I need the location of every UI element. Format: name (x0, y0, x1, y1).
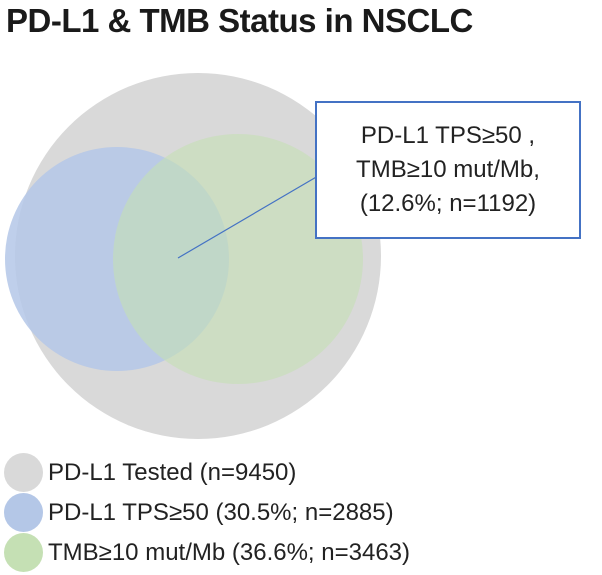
venn-diagram (5, 73, 381, 439)
legend-item-pdl1: PD-L1 TPS≥50 (30.5%; n=2885) (4, 493, 410, 532)
callout-leader-line (177, 175, 319, 259)
callout-line-3: (12.6%; n=1192) (359, 190, 537, 217)
legend-item-tmb: TMB≥10 mut/Mb (36.6%; n=3463) (4, 533, 410, 572)
venn-circle-tmb10 (113, 134, 363, 384)
legend-label-tmb: TMB≥10 mut/Mb (36.6%; n=3463) (48, 538, 411, 566)
chart-title: PD-L1 & TMB Status in NSCLC (6, 2, 473, 39)
legend-swatch-tested (4, 453, 43, 492)
callout-line-1: PD-L1 TPS≥50 , (360, 122, 536, 149)
legend-swatch-pdl1 (4, 493, 43, 532)
legend-label-tested: PD-L1 Tested (n=9450) (48, 458, 297, 486)
legend-item-tested: PD-L1 Tested (n=9450) (4, 453, 410, 492)
legend-swatch-tmb (4, 533, 43, 572)
callout-line-2: TMB≥10 mut/Mb, (356, 156, 540, 183)
legend-label-pdl1: PD-L1 TPS≥50 (30.5%; n=2885) (48, 498, 394, 526)
intersection-callout: PD-L1 TPS≥50 , TMB≥10 mut/Mb, (12.6%; n=… (315, 101, 581, 239)
legend: PD-L1 Tested (n=9450) PD-L1 TPS≥50 (30.5… (4, 453, 410, 573)
